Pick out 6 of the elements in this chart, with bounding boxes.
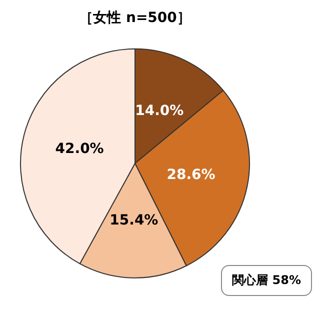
data-label: 28.6% bbox=[166, 166, 216, 183]
text: 関心層 58% bbox=[221, 265, 312, 296]
data-label: 14.0% bbox=[135, 103, 184, 120]
data-label: 42.0% bbox=[55, 140, 104, 157]
chart-title: ［女性 n=500］ bbox=[79, 10, 191, 26]
data-label: 15.4% bbox=[110, 212, 158, 228]
